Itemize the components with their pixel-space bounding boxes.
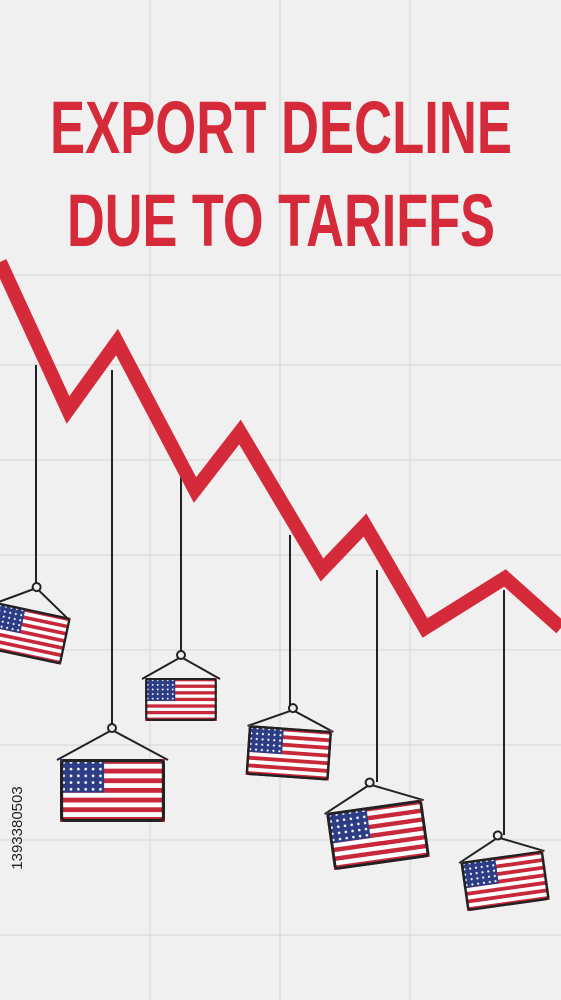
hanging-flag: [0, 582, 71, 665]
hanging-flag: [244, 703, 334, 781]
hanging-flag: [324, 777, 432, 871]
decline-line: [0, 259, 561, 638]
hanging-flag: [56, 723, 169, 822]
title-line: DUE TO TARIFFS: [67, 179, 495, 262]
hanging-flag: [458, 830, 552, 912]
strings: [35, 365, 505, 835]
hanging-flag: [141, 650, 221, 721]
stock-id: 1393380503: [9, 786, 26, 869]
title-line: EXPORT DECLINE: [50, 86, 512, 169]
